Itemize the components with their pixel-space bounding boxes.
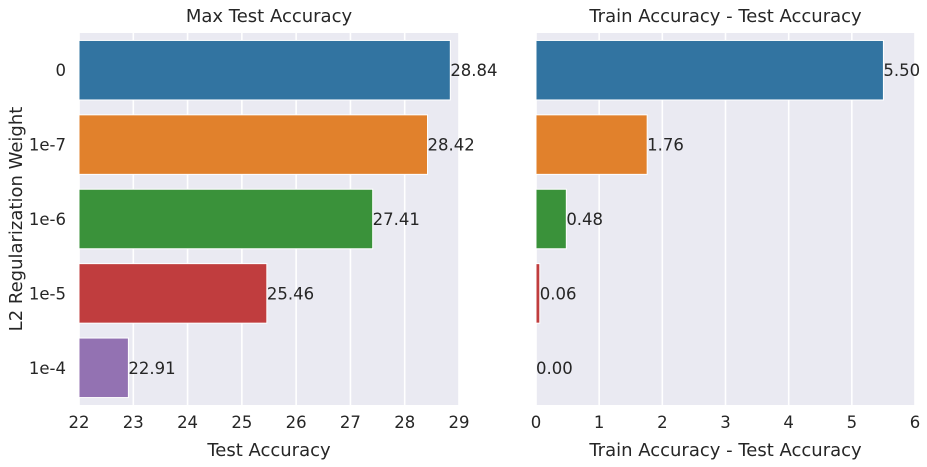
x-tick-label: 29 bbox=[449, 413, 470, 432]
x-tick-label: 2 bbox=[657, 413, 668, 432]
bar-1e-6 bbox=[78, 188, 374, 250]
x-tick-label: 1 bbox=[594, 413, 605, 432]
x-tick-label: 3 bbox=[720, 413, 731, 432]
bar-1e-7 bbox=[78, 114, 429, 175]
x-tick-label: 23 bbox=[123, 413, 144, 432]
y-tick-label: 1e-5 bbox=[29, 284, 66, 303]
data-labels: 28.84 28.42 27.41 25.46 22.91 bbox=[128, 61, 497, 378]
bar-1e-7 bbox=[535, 114, 648, 175]
y-tick-labels: 0 1e-7 1e-6 1e-5 1e-4 bbox=[29, 61, 66, 378]
x-tick-label: 4 bbox=[783, 413, 794, 432]
data-label: 28.84 bbox=[450, 61, 497, 80]
x-tick-labels: 22 23 24 25 26 27 28 29 bbox=[69, 413, 470, 432]
x-tick-label: 28 bbox=[394, 413, 415, 432]
x-tick-label: 6 bbox=[910, 413, 921, 432]
bar-1e-4 bbox=[78, 337, 129, 399]
data-label: 0.00 bbox=[536, 359, 573, 378]
bars bbox=[535, 39, 884, 324]
bars bbox=[78, 39, 451, 399]
x-tick-label: 24 bbox=[177, 413, 198, 432]
x-tick-label: 22 bbox=[69, 413, 90, 432]
x-axis-label: Train Accuracy - Test Accuracy bbox=[588, 440, 862, 461]
data-label: 0.48 bbox=[566, 210, 603, 229]
data-label: 0.06 bbox=[540, 284, 577, 303]
y-tick-label: 1e-6 bbox=[29, 210, 66, 229]
x-tick-label: 25 bbox=[231, 413, 252, 432]
y-tick-label: 1e-4 bbox=[29, 359, 66, 378]
max-test-accuracy-panel: 28.84 28.42 27.41 25.46 22.91 22 23 24 25 26 27 28… bbox=[6, 6, 498, 461]
data-label: 27.41 bbox=[373, 210, 420, 229]
x-tick-label: 0 bbox=[531, 413, 542, 432]
bar-0 bbox=[535, 39, 884, 101]
x-tick-labels: 0 1 2 3 4 5 6 bbox=[531, 413, 921, 432]
bar-1e-6 bbox=[535, 188, 567, 250]
train-test-gap-panel: 5.50 1.76 0.48 0.06 0.00 0 1 2 3 4 5 6 Train Accur… bbox=[531, 6, 921, 461]
data-label: 1.76 bbox=[647, 136, 684, 155]
data-labels: 5.50 1.76 0.48 0.06 0.00 bbox=[536, 61, 920, 378]
x-tick-label: 27 bbox=[340, 413, 361, 432]
data-label: 5.50 bbox=[883, 61, 920, 80]
y-tick-label: 1e-7 bbox=[29, 136, 66, 155]
x-tick-label: 5 bbox=[847, 413, 858, 432]
data-label: 25.46 bbox=[267, 284, 314, 303]
chart-title: Max Test Accuracy bbox=[186, 6, 353, 27]
data-label: 28.42 bbox=[428, 136, 475, 155]
y-tick-label: 0 bbox=[56, 61, 67, 80]
bar-1e-5 bbox=[78, 263, 268, 324]
bar-0 bbox=[78, 39, 451, 101]
x-tick-label: 26 bbox=[286, 413, 307, 432]
chart-title: Train Accuracy - Test Accuracy bbox=[588, 6, 862, 27]
data-label: 22.91 bbox=[128, 359, 175, 378]
x-axis-label: Test Accuracy bbox=[206, 440, 331, 461]
y-axis-label: L2 Regularization Weight bbox=[6, 107, 27, 332]
bar-1e-5 bbox=[535, 263, 541, 324]
